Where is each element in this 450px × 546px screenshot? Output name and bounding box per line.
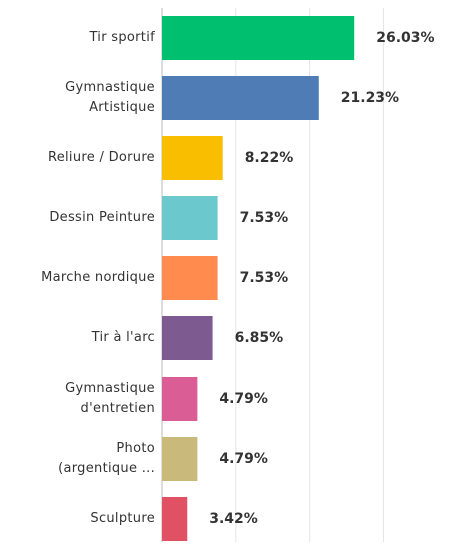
category-label: Gymnastique Artistique — [0, 76, 155, 120]
category-label-text: Gymnastique Artistique — [65, 80, 155, 115]
value-label: 26.03% — [376, 16, 434, 60]
bar — [162, 76, 319, 120]
value-label-text: 26.03% — [376, 30, 435, 46]
category-label: Reliure / Dorure — [0, 136, 155, 180]
category-label-text: Marche nordique — [41, 270, 155, 285]
value-label-text: 4.79% — [219, 451, 268, 467]
category-label-text: Dessin Peinture — [49, 210, 155, 225]
category-label-text: Tir sportif — [89, 30, 155, 45]
category-label: Tir sportif — [0, 16, 155, 60]
category-label: Marche nordique — [0, 256, 155, 300]
category-label: Tir à l'arc — [0, 316, 155, 360]
value-label-text: 4.79% — [219, 391, 268, 407]
bar — [162, 16, 355, 60]
category-label-text: Tir à l'arc — [91, 330, 155, 345]
bar — [162, 136, 223, 180]
bar — [162, 196, 218, 240]
value-label: 4.79% — [219, 437, 268, 481]
category-label-text: Photo (argentique ... — [58, 441, 155, 476]
category-label: Photo (argentique ... — [0, 437, 155, 481]
value-label: 7.53% — [240, 196, 289, 240]
category-label: Gymnastique d'entretien — [0, 377, 155, 421]
value-label: 6.85% — [235, 316, 284, 360]
value-label-text: 6.85% — [234, 330, 284, 346]
value-label-text: 7.53% — [239, 270, 289, 286]
category-label-text: Reliure / Dorure — [47, 150, 155, 165]
value-label: 3.42% — [209, 497, 258, 541]
category-label: Dessin Peinture — [0, 196, 155, 240]
value-label-text: 8.22% — [244, 150, 294, 166]
value-label: 21.23% — [341, 76, 399, 120]
bar — [162, 256, 218, 300]
category-label-text: Sculpture — [90, 511, 155, 526]
category-label: Sculpture — [0, 497, 155, 541]
bar — [162, 377, 198, 421]
value-label-text: 21.23% — [340, 90, 400, 106]
category-label-text: Gymnastique d'entretien — [65, 381, 155, 416]
bar — [162, 437, 198, 481]
bar — [162, 316, 213, 360]
value-label-text: 3.42% — [209, 511, 258, 527]
value-label: 8.22% — [245, 136, 294, 180]
value-label-text: 7.53% — [239, 210, 289, 226]
value-label: 7.53% — [240, 256, 289, 300]
value-label: 4.79% — [219, 377, 268, 421]
bar — [162, 497, 188, 541]
